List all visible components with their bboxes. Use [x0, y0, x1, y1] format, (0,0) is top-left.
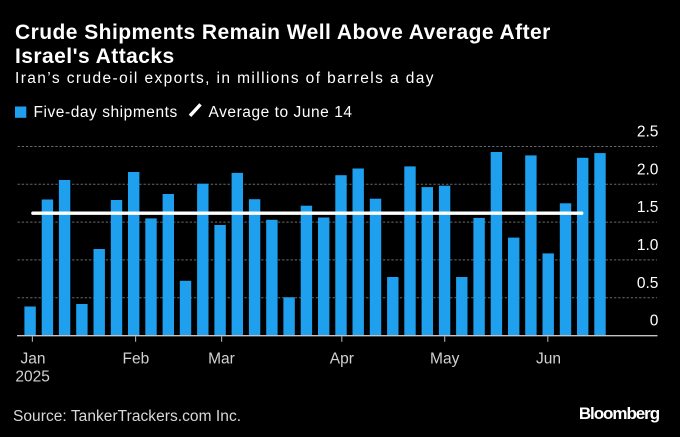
svg-text:1.5: 1.5: [637, 199, 659, 216]
svg-text:0: 0: [650, 313, 659, 330]
svg-text:Mar: Mar: [208, 351, 235, 368]
svg-text:0.5: 0.5: [637, 275, 659, 292]
svg-text:Crude Shipments Remain Well Ab: Crude Shipments Remain Well Above Averag…: [15, 21, 551, 44]
svg-text:Source: TankerTrackers.com Inc: Source: TankerTrackers.com Inc.: [13, 408, 241, 425]
svg-text:2025: 2025: [15, 369, 49, 386]
svg-text:2.5: 2.5: [637, 124, 659, 141]
svg-text:Feb: Feb: [123, 351, 150, 368]
svg-text:Jun: Jun: [536, 351, 561, 368]
svg-text:Five-day shipments: Five-day shipments: [34, 104, 178, 121]
svg-text:Jan: Jan: [21, 351, 46, 368]
svg-text:Apr: Apr: [330, 351, 354, 368]
svg-text:Average to June 14: Average to June 14: [209, 104, 353, 121]
svg-text:Israel's Attacks: Israel's Attacks: [15, 45, 175, 68]
svg-text:May: May: [430, 351, 460, 368]
svg-text:Iran’s crude-oil exports, in m: Iran’s crude-oil exports, in millions of…: [15, 70, 435, 87]
svg-text:Bloomberg: Bloomberg: [579, 404, 660, 423]
svg-text:1.0: 1.0: [637, 237, 659, 254]
svg-text:2.0: 2.0: [637, 161, 659, 178]
